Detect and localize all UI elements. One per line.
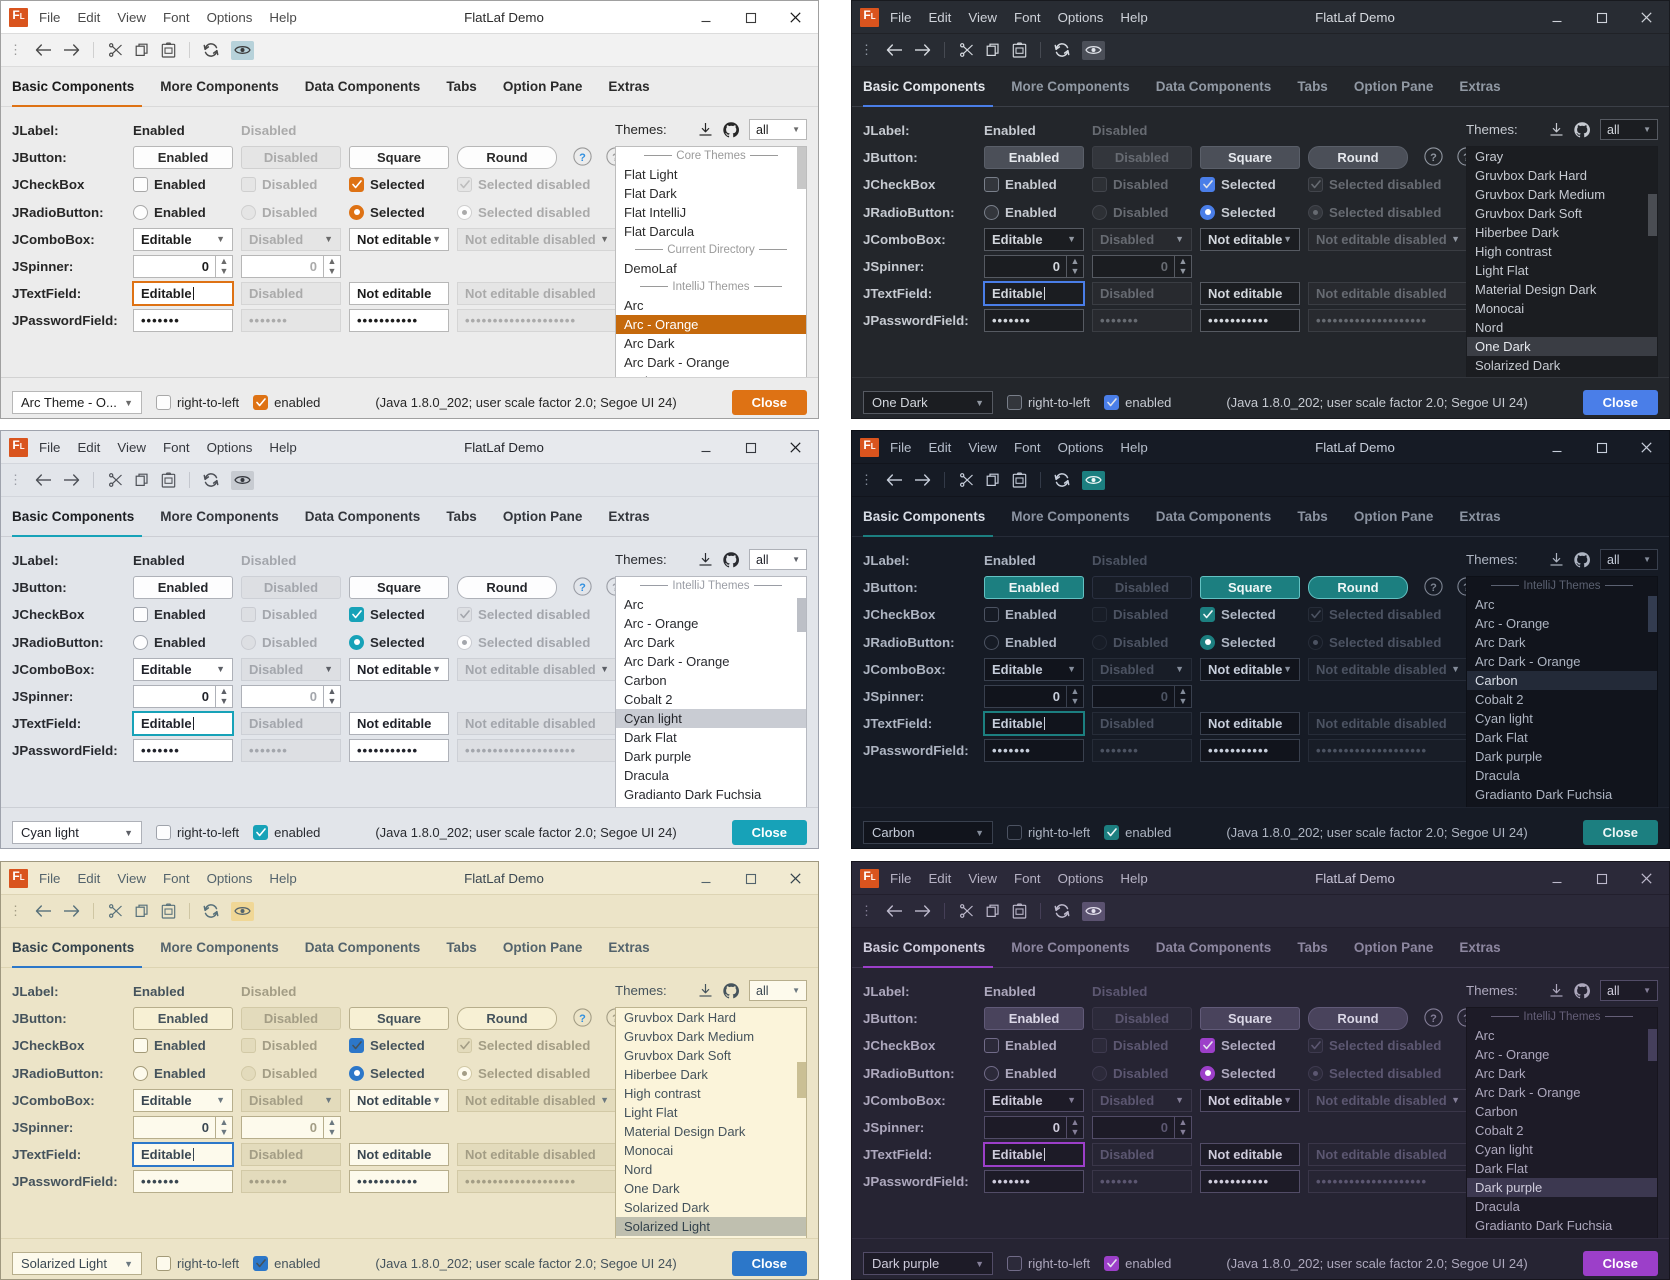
svg-text:?: ? [1430,582,1437,594]
svg-text:?: ? [1430,1013,1437,1025]
svg-text:?: ? [579,1013,586,1025]
svg-text:?: ? [579,582,586,594]
svg-text:?: ? [579,152,586,164]
svg-text:?: ? [1430,152,1437,164]
